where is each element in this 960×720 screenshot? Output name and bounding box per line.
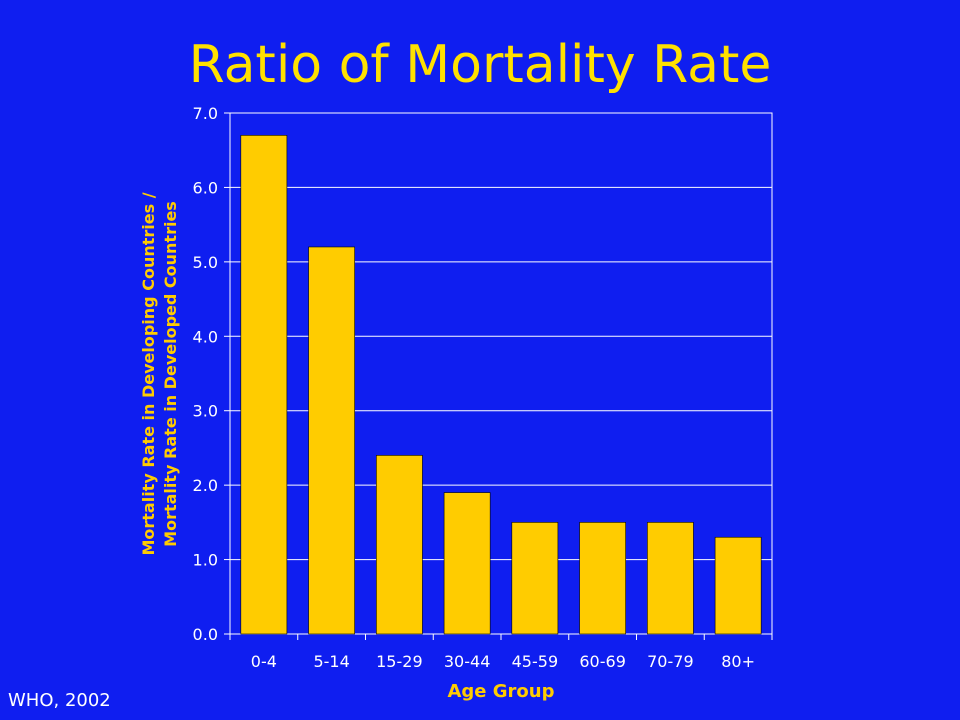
bars [240,135,762,635]
y-tick-label: 7.0 [193,104,218,123]
y-tick-label: 0.0 [193,625,218,644]
y-tick-label: 6.0 [193,178,218,197]
x-tick-label: 60-69 [579,652,626,671]
bar-5-14 [308,246,355,635]
source-note: WHO, 2002 [8,690,111,711]
bar-80+ [714,536,762,635]
y-tick-label: 4.0 [193,327,218,346]
bar-60-69 [579,522,626,635]
y-tick-label: 3.0 [193,402,218,421]
y-tick-label: 2.0 [193,476,218,495]
bar-15-29 [376,455,423,635]
x-tick-label: 80+ [721,652,755,671]
bar-0-4 [240,135,288,635]
bar-70-79 [647,522,694,635]
x-tick-label: 30-44 [444,652,491,671]
y-axis-title-line-1: Mortality Rate in Developing Countries / [139,192,158,555]
y-tick-label: 1.0 [193,551,218,570]
x-tick-label: 45-59 [512,652,559,671]
x-tick-label: 0-4 [251,652,277,671]
bar-45-59 [511,522,559,635]
y-tick-label: 5.0 [193,253,218,272]
y-axis: 0.0 1.0 2.0 3.0 4.0 5.0 6.0 7.0 [193,104,230,644]
x-tick-label: 5-14 [313,652,349,671]
y-axis-title: Mortality Rate in Developing Countries /… [139,192,180,555]
x-tick-label: 70-79 [647,652,694,671]
x-axis: 0-4 5-14 15-29 30-44 45-59 60-69 70-79 80+ [229,634,773,671]
x-tick-label: 15-29 [376,652,423,671]
y-axis-title-line-2: Mortality Rate in Developed Countries [161,201,180,547]
x-axis-title: Age Group [447,681,554,702]
slide-title: Ratio of Mortality Rate [188,35,772,95]
bar-30-44 [443,492,491,635]
